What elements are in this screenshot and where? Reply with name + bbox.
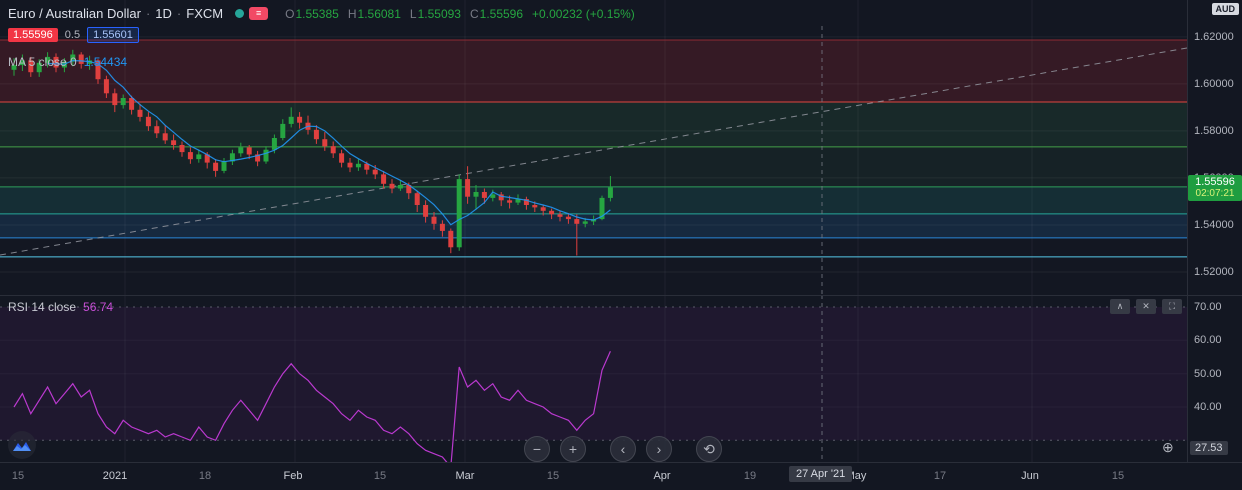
rsi-pane-controls: ∧ ✕ ⛶ bbox=[1110, 299, 1182, 314]
symbol-legend: Euro / Australian Dollar · 1D · FXCM ≡ O… bbox=[8, 6, 635, 21]
crosshair-date-label: 27 Apr '21 bbox=[789, 466, 853, 482]
time-axis[interactable]: 27 Apr '21 15 2021 18 Feb 15 Mar 15 Apr 19 May 17 J… bbox=[0, 463, 1242, 490]
open-value: 1.55385 bbox=[295, 6, 339, 21]
pane-close-button[interactable]: ✕ bbox=[1136, 299, 1156, 314]
axis-label: 1.60000 bbox=[1194, 77, 1234, 90]
rsi-legend-value: 56.74 bbox=[83, 300, 114, 314]
ma-legend-label: MA 5 close 0 bbox=[8, 55, 77, 69]
symbol-title[interactable]: Euro / Australian Dollar bbox=[8, 6, 141, 21]
axis-label: 1.54000 bbox=[1194, 218, 1234, 231]
market-status-dot-icon[interactable] bbox=[235, 9, 245, 18]
time-axis-label: 15 bbox=[1111, 470, 1125, 482]
bar-countdown: 02:07:21 bbox=[1195, 188, 1235, 200]
rsi-legend[interactable]: RSI 14 close 56.74 bbox=[8, 300, 113, 314]
zoom-out-button[interactable]: − bbox=[524, 436, 550, 462]
maximize-pane-button[interactable] bbox=[8, 431, 36, 459]
axis-label: 60.00 bbox=[1194, 334, 1222, 347]
pane-divider[interactable] bbox=[0, 295, 1242, 296]
axis-label: 70.00 bbox=[1194, 301, 1222, 313]
interval-label[interactable]: 1D bbox=[155, 6, 172, 21]
legend-separator: · bbox=[145, 6, 151, 21]
data-problem-icon[interactable]: ≡ bbox=[249, 7, 269, 20]
time-axis-label: 15 bbox=[11, 470, 25, 482]
time-axis-label: 2021 bbox=[102, 470, 128, 482]
time-axis-label: 18 bbox=[198, 470, 212, 482]
ma-legend[interactable]: MA 5 close 0 1.54434 bbox=[8, 55, 127, 69]
ohlc-readout: O1.55385 H1.56081 L1.55093 C1.55596 +0.0… bbox=[285, 7, 635, 21]
change-value: +0.00232 (+0.15%) bbox=[532, 6, 635, 21]
time-axis-label: Jun bbox=[1021, 470, 1039, 482]
axis-label: 1.52000 bbox=[1194, 265, 1234, 278]
candlestick-price-pane[interactable] bbox=[0, 0, 1187, 295]
time-axis-label: Mar bbox=[455, 470, 475, 482]
pane-maximize-button[interactable]: ⛶ bbox=[1162, 299, 1182, 314]
scroll-left-button[interactable]: ‹ bbox=[610, 436, 636, 462]
ma-legend-value: 1.54434 bbox=[83, 55, 128, 69]
axis-label: 1.58000 bbox=[1194, 124, 1234, 137]
exchange-label[interactable]: FXCM bbox=[186, 6, 224, 21]
time-axis-divider bbox=[0, 462, 1242, 463]
price-label-badge-red[interactable]: 1.55596 bbox=[8, 28, 58, 42]
close-label: C bbox=[469, 6, 479, 21]
time-axis-label: 15 bbox=[546, 470, 560, 482]
last-price-value: 1.55596 bbox=[1195, 176, 1235, 189]
add-alert-icon[interactable]: ⊕ bbox=[1162, 439, 1174, 455]
close-value: 1.55596 bbox=[479, 6, 524, 21]
open-label: O bbox=[285, 6, 295, 21]
drawing-labels: 1.55596 0.5 1.55601 bbox=[8, 27, 139, 43]
last-price-badge[interactable]: 1.55596 02:07:21 bbox=[1188, 175, 1242, 202]
axis-label: 1.62000 bbox=[1194, 30, 1234, 43]
axis-label: 40.00 bbox=[1194, 401, 1222, 413]
price-axis[interactable]: 1.620001.600001.580001.560001.540001.520… bbox=[1188, 0, 1242, 462]
low-value: 1.55093 bbox=[417, 6, 461, 21]
currency-toggle-badge[interactable]: AUD bbox=[1211, 3, 1239, 15]
legend-separator: · bbox=[176, 6, 182, 21]
zoom-in-button[interactable]: + bbox=[560, 436, 586, 462]
scroll-right-button[interactable]: › bbox=[646, 436, 672, 462]
pane-move-up-button[interactable]: ∧ bbox=[1110, 299, 1130, 314]
rsi-indicator-pane[interactable] bbox=[0, 295, 1187, 462]
low-label: L bbox=[409, 6, 417, 21]
time-axis-label: 15 bbox=[373, 470, 387, 482]
price-axis-divider bbox=[1187, 0, 1188, 462]
high-label: H bbox=[347, 6, 357, 21]
axis-label: 50.00 bbox=[1194, 367, 1222, 380]
area-chart-icon bbox=[13, 442, 31, 451]
time-axis-label: 19 bbox=[743, 470, 757, 482]
time-axis-label: 17 bbox=[933, 470, 947, 482]
rsi-level-badge: 27.53 bbox=[1190, 441, 1228, 455]
high-value: 1.56081 bbox=[357, 6, 401, 21]
price-label-badge-blue[interactable]: 1.55601 bbox=[87, 27, 139, 43]
fib-level-label: 0.5 bbox=[64, 29, 81, 41]
rsi-legend-label: RSI 14 close bbox=[8, 300, 77, 314]
reset-view-button[interactable]: ⟲ bbox=[696, 436, 722, 462]
time-axis-label: Feb bbox=[283, 470, 303, 482]
time-axis-label: Apr bbox=[653, 470, 671, 482]
